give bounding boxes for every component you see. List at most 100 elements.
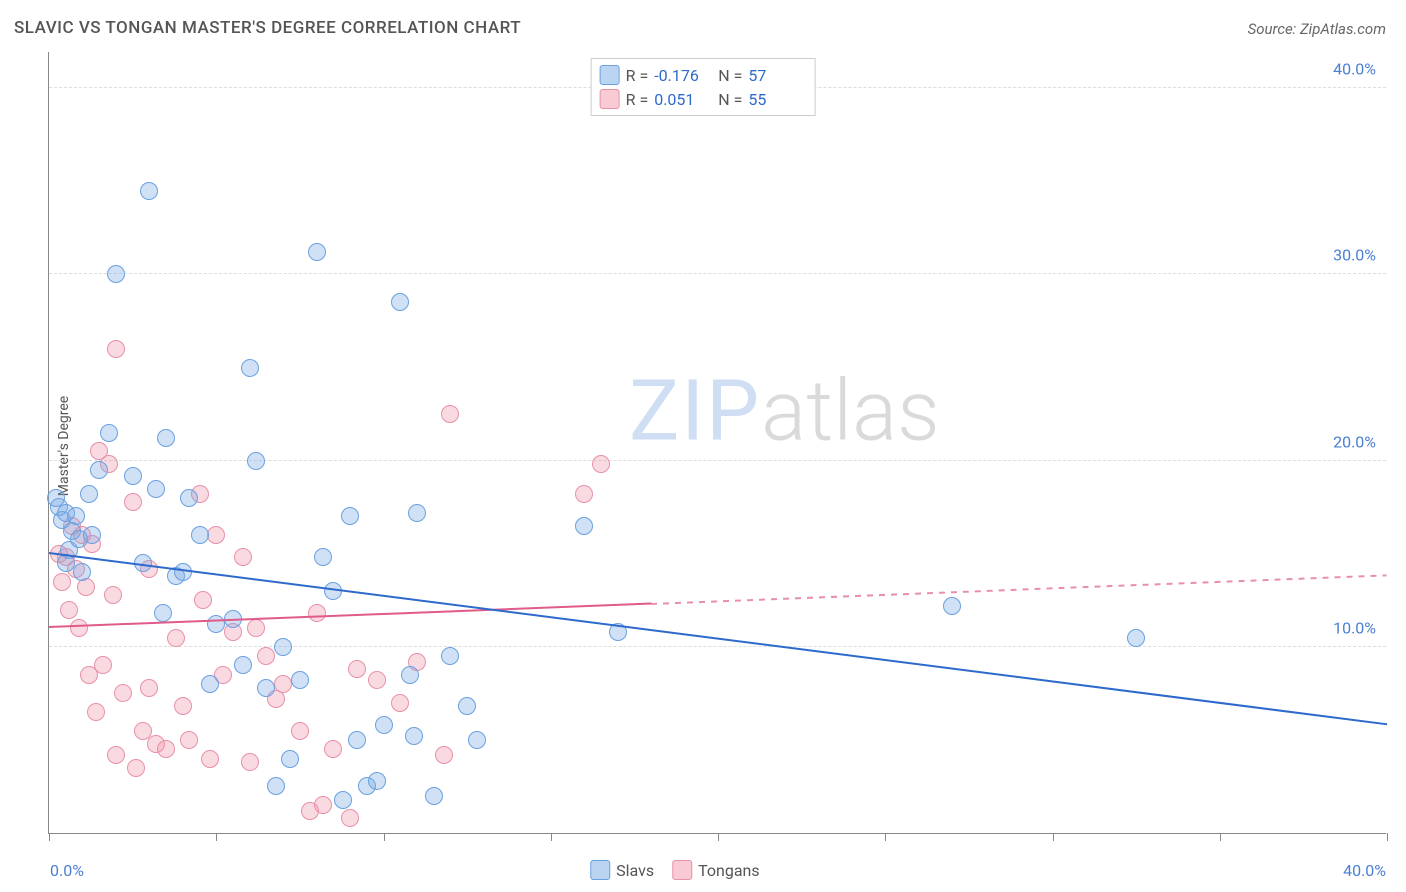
data-point bbox=[180, 731, 198, 749]
data-point bbox=[458, 697, 476, 715]
data-point bbox=[104, 586, 122, 604]
data-point bbox=[180, 489, 198, 507]
data-point bbox=[435, 746, 453, 764]
data-point bbox=[154, 604, 172, 622]
data-point bbox=[368, 772, 386, 790]
data-point bbox=[334, 791, 352, 809]
data-point bbox=[943, 597, 961, 615]
x-tick bbox=[718, 833, 719, 841]
x-tick bbox=[49, 833, 50, 841]
data-point bbox=[308, 243, 326, 261]
data-point bbox=[348, 731, 366, 749]
correlation-chart: SLAVIC VS TONGAN MASTER'S DEGREE CORRELA… bbox=[0, 0, 1406, 892]
data-point bbox=[73, 563, 91, 581]
data-point bbox=[425, 787, 443, 805]
data-point bbox=[201, 750, 219, 768]
swatch-series1 bbox=[600, 65, 620, 85]
data-point bbox=[140, 679, 158, 697]
legend-label-series2: Tongans bbox=[698, 861, 760, 880]
data-point bbox=[47, 489, 65, 507]
data-point bbox=[107, 746, 125, 764]
grid-line bbox=[49, 273, 1386, 274]
watermark-atlas: atlas bbox=[761, 362, 940, 461]
grid-line bbox=[49, 646, 1386, 647]
data-point bbox=[375, 716, 393, 734]
data-point bbox=[274, 638, 292, 656]
data-point bbox=[575, 517, 593, 535]
data-point bbox=[83, 526, 101, 544]
data-point bbox=[107, 340, 125, 358]
data-point bbox=[157, 740, 175, 758]
data-point bbox=[87, 703, 105, 721]
data-point bbox=[60, 601, 78, 619]
data-point bbox=[157, 429, 175, 447]
x-tick bbox=[216, 833, 217, 841]
bottom-legend: Slavs Tongans bbox=[590, 860, 760, 880]
x-axis-max-label: 40.0% bbox=[1343, 861, 1386, 880]
r-label-1: R = bbox=[626, 66, 649, 85]
data-point bbox=[1127, 629, 1145, 647]
data-point bbox=[341, 507, 359, 525]
x-tick bbox=[885, 833, 886, 841]
n-label-1: N = bbox=[718, 66, 742, 85]
stats-row-series2: R = 0.051 N = 55 bbox=[600, 87, 807, 111]
data-point bbox=[408, 504, 426, 522]
data-point bbox=[368, 671, 386, 689]
data-point bbox=[291, 722, 309, 740]
y-tick-label: 30.0% bbox=[1333, 246, 1376, 265]
trend-line bbox=[651, 574, 1387, 605]
data-point bbox=[107, 265, 125, 283]
data-point bbox=[53, 573, 71, 591]
data-point bbox=[140, 182, 158, 200]
data-point bbox=[391, 694, 409, 712]
data-point bbox=[301, 802, 319, 820]
data-point bbox=[575, 485, 593, 503]
data-point bbox=[90, 461, 108, 479]
x-axis-min-label: 0.0% bbox=[50, 861, 84, 880]
data-point bbox=[80, 485, 98, 503]
data-point bbox=[308, 604, 326, 622]
data-point bbox=[234, 548, 252, 566]
data-point bbox=[241, 753, 259, 771]
watermark-zip: ZIP bbox=[629, 362, 761, 461]
legend-item-series2: Tongans bbox=[672, 860, 760, 880]
n-value-2: 55 bbox=[748, 90, 806, 109]
source-attribution: Source: ZipAtlas.com bbox=[1248, 20, 1386, 38]
data-point bbox=[241, 359, 259, 377]
data-point bbox=[147, 480, 165, 498]
data-point bbox=[405, 727, 423, 745]
legend-swatch-series2 bbox=[672, 860, 692, 880]
data-point bbox=[401, 666, 419, 684]
data-point bbox=[314, 548, 332, 566]
data-point bbox=[201, 675, 219, 693]
data-point bbox=[174, 563, 192, 581]
n-value-1: 57 bbox=[748, 66, 806, 85]
legend-label-series1: Slavs bbox=[616, 861, 654, 880]
data-point bbox=[267, 777, 285, 795]
data-point bbox=[234, 656, 252, 674]
x-tick bbox=[1387, 833, 1388, 841]
data-point bbox=[291, 671, 309, 689]
data-point bbox=[191, 526, 209, 544]
stats-legend: R = -0.176 N = 57 R = 0.051 N = 55 bbox=[591, 58, 816, 116]
data-point bbox=[341, 809, 359, 827]
data-point bbox=[207, 615, 225, 633]
r-label-2: R = bbox=[626, 90, 649, 109]
y-tick-label: 20.0% bbox=[1333, 432, 1376, 451]
stats-row-series1: R = -0.176 N = 57 bbox=[600, 63, 807, 87]
data-point bbox=[194, 591, 212, 609]
data-point bbox=[324, 740, 342, 758]
data-point bbox=[247, 452, 265, 470]
data-point bbox=[167, 629, 185, 647]
watermark: ZIPatlas bbox=[629, 362, 940, 461]
data-point bbox=[247, 619, 265, 637]
data-point bbox=[348, 660, 366, 678]
data-point bbox=[274, 675, 292, 693]
data-point bbox=[127, 759, 145, 777]
plot-area: ZIPatlas 10.0%20.0%30.0%40.0% bbox=[48, 52, 1386, 834]
data-point bbox=[441, 405, 459, 423]
data-point bbox=[257, 647, 275, 665]
n-label-2: N = bbox=[718, 90, 742, 109]
trend-line bbox=[49, 603, 651, 628]
data-point bbox=[207, 526, 225, 544]
